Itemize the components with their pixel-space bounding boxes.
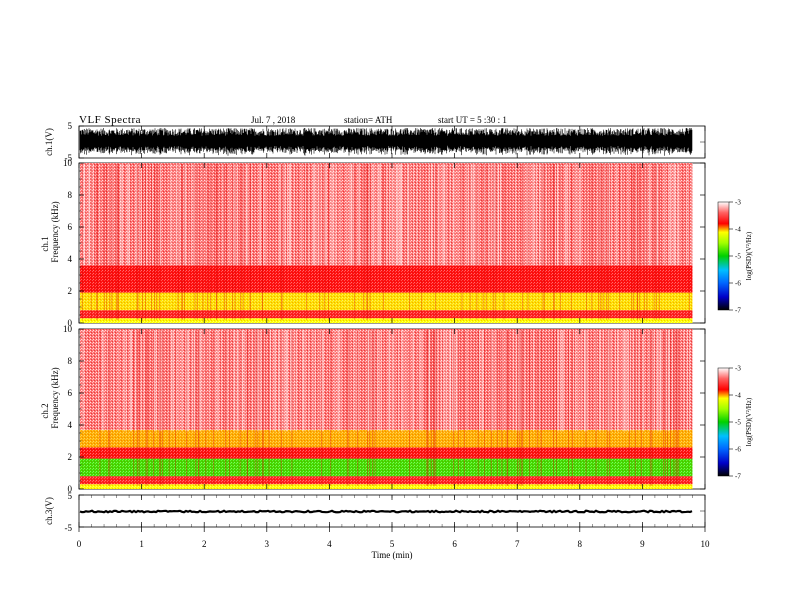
ch2-spec-ytick-label-5: 10 xyxy=(63,324,73,334)
ch2-spectrogram-image xyxy=(80,329,693,489)
ch1-ytick-top: 5 xyxy=(68,121,73,131)
colorbar1-tick-label--5: -5 xyxy=(735,253,741,261)
ch1-channel-label: ch.1 xyxy=(40,236,50,251)
ch1-spec-streaks-dark xyxy=(81,164,690,320)
ch1-spec-ytick-label-3: 6 xyxy=(68,222,73,232)
xtick-label-0: 0 xyxy=(77,539,82,549)
xtick-label-2: 2 xyxy=(202,539,207,549)
ch1-spec-ytick-label-2: 4 xyxy=(68,254,73,264)
xtick-label-8: 8 xyxy=(578,539,583,549)
xtick-label-1: 1 xyxy=(139,539,144,549)
ch3-ytick-bottom: -5 xyxy=(65,523,73,533)
ch2-spec-ytick-label-1: 2 xyxy=(68,452,73,462)
xtick-label-6: 6 xyxy=(452,539,457,549)
ch1-colorbar: -3 -4 -5 -6 -7 log(PSD)(V²/Hz) xyxy=(717,199,753,315)
xtick-label-4: 4 xyxy=(327,539,332,549)
ch3-ylabel: ch.3(V) xyxy=(44,497,54,525)
ch2-spectrogram-panel: ch.2 Frequency (kHz) 0 2 4 6 8 10 xyxy=(40,324,706,494)
ch2-spec-band-texture-0 xyxy=(80,484,693,489)
ch2-spec-ytick-label-0: 0 xyxy=(68,484,73,494)
ch1-ytick-bottom: -5 xyxy=(65,153,73,163)
ch1-waveform-panel: 5 -5 ch.1(V) xyxy=(44,121,706,163)
xtick-label-3: 3 xyxy=(265,539,270,549)
ch2-spec-band-texture-3 xyxy=(80,447,693,459)
ch2-colorbar-label: log(PSD)(V²/Hz) xyxy=(745,397,753,446)
colorbar1-tick-label--4: -4 xyxy=(735,226,741,234)
xtick-label-7: 7 xyxy=(515,539,520,549)
ch1-spec-band-texture-1 xyxy=(80,310,693,319)
ch1-ylabel: ch.1(V) xyxy=(44,128,54,156)
xtick-label-5: 5 xyxy=(390,539,395,549)
colorbar2-tick-label--4: -4 xyxy=(735,392,741,400)
ch1-spectrogram-image xyxy=(80,163,693,323)
ch1-spectrogram-panel: ch.1 Frequency (kHz) 0 2 4 6 8 10 xyxy=(40,158,706,328)
time-axis: 0 1 2 3 4 5 6 7 8 9 10 xyxy=(77,126,710,549)
ch2-spec-streaks-light xyxy=(82,330,691,432)
ch2-channel-label: ch.2 xyxy=(40,403,50,418)
ch1-colorbar-label: log(PSD)(V²/Hz) xyxy=(745,231,753,280)
ch3-waveform-panel: 5 -5 ch.3(V) xyxy=(44,491,706,533)
ch2-spec-ytick-label-4: 8 xyxy=(68,356,73,366)
ch2-spec-band-texture-1 xyxy=(80,476,693,485)
start-time-label: start UT = 5 :30 : 1 xyxy=(438,115,507,125)
ch2-spec-ytick-label-2: 4 xyxy=(68,420,73,430)
ch1-spec-ytick-label-4: 8 xyxy=(68,190,73,200)
date-label: Jul. 7 , 2018 xyxy=(251,115,296,125)
ch2-colorbar: -3 -4 -5 -6 -7 log(PSD)(V²/Hz) xyxy=(717,365,753,481)
colorbar1-tick-label--6: -6 xyxy=(735,280,741,288)
ch3-waveform-trace xyxy=(79,509,693,514)
ch1-waveform-trace xyxy=(79,128,693,156)
colorbar1-tick-label--7: -7 xyxy=(735,307,741,315)
colorbar1-tick-label--3: -3 xyxy=(735,199,741,207)
ch1-spec-ytick-label-1: 2 xyxy=(68,286,73,296)
ch1-waveform-line xyxy=(79,128,693,156)
ch1-spec-ytick-label-0: 0 xyxy=(68,318,73,328)
ch2-spec-band-texture-2 xyxy=(80,458,693,477)
colorbar2-tick-label--3: -3 xyxy=(735,365,741,373)
time-axis-label: Time (min) xyxy=(372,550,413,560)
ch1-spec-ytick-label-5: 10 xyxy=(63,158,73,168)
ch2-spec-band-texture-4 xyxy=(80,429,693,448)
colorbar2-tick-label--6: -6 xyxy=(735,446,741,454)
colorbar2-tick-label--7: -7 xyxy=(735,473,741,481)
ch1-spec-band-texture-0 xyxy=(80,318,693,323)
xtick-label-10: 10 xyxy=(701,539,711,549)
ch3-ytick-top: 5 xyxy=(68,491,73,501)
ch1-spec-band-texture-2 xyxy=(80,292,693,311)
ch2-frequency-label: Frequency (kHz) xyxy=(50,367,60,428)
ch3-waveform-line xyxy=(79,509,693,514)
ch2-spec-ytick-label-3: 6 xyxy=(68,388,73,398)
figure-title: VLF Spectra xyxy=(79,114,141,126)
ch1-frequency-label: Frequency (kHz) xyxy=(50,201,60,262)
ch1-spec-streaks-light xyxy=(82,164,692,266)
xtick-label-9: 9 xyxy=(640,539,645,549)
ch2-spec-streaks-dark xyxy=(99,330,679,486)
station-label: station= ATH xyxy=(344,115,393,125)
colorbar2-tick-label--5: -5 xyxy=(735,419,741,427)
